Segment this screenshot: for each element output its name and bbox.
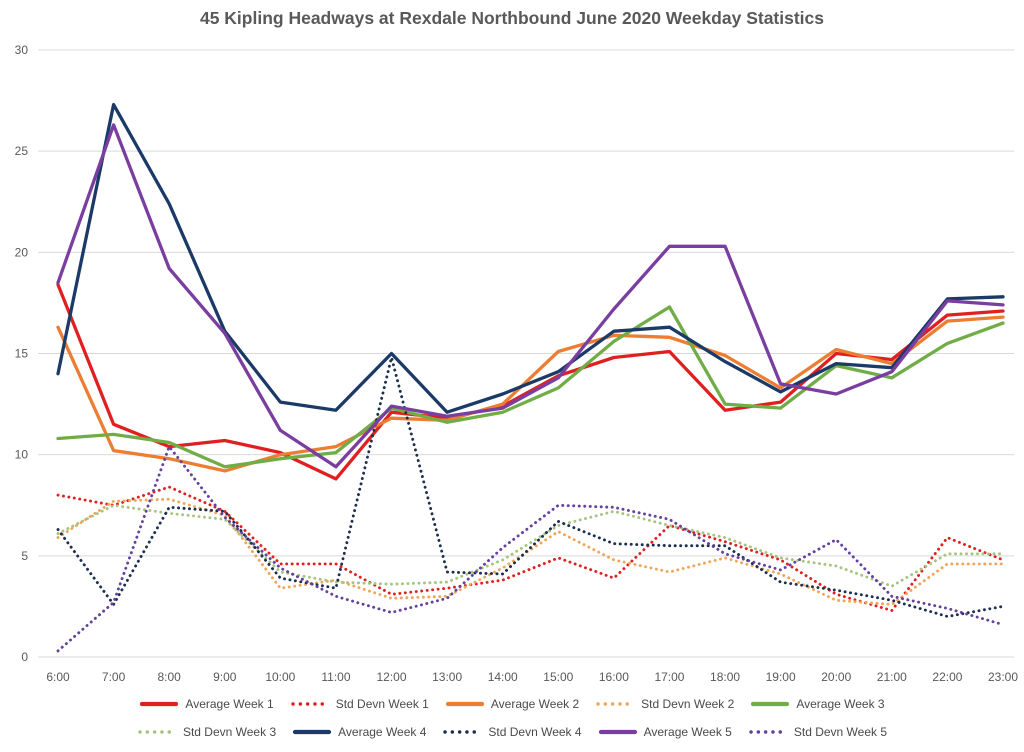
x-axis-tick-label: 20:00 [821, 670, 851, 684]
series-std-devn-week-2 [56, 497, 1005, 606]
solid-line-swatch-icon [140, 701, 179, 707]
series-average-week-4 [56, 102, 1005, 414]
x-axis-tick-label: 10:00 [265, 670, 295, 684]
series-std-devn-week-3 [56, 503, 1005, 588]
series-average-week-2 [56, 315, 1005, 473]
series-average-week-1 [56, 283, 1005, 481]
x-axis-tick-label: 13:00 [432, 670, 462, 684]
x-axis-tick-label: 17:00 [654, 670, 684, 684]
x-axis-tick-label: 11:00 [321, 670, 350, 684]
legend-label: Std Devn Week 2 [641, 697, 735, 711]
series-std-devn-week-1 [56, 485, 1005, 612]
x-axis-tick-label: 12:00 [377, 670, 407, 684]
y-axis-tick-label: 25 [15, 144, 29, 158]
plot-area: 0 5 10 15 20 25 30 6:00 7:00 8:00 9:00 10:00 11:00 12… [15, 43, 1019, 684]
dotted-line-swatch-icon [749, 730, 787, 734]
dotted-line-swatch-icon [290, 702, 329, 706]
legend-row-2: Std Devn Week 3 Average Week 4 Std Devn We… [0, 725, 1024, 739]
solid-line-swatch-icon [751, 701, 790, 707]
legend-label: Average Week 2 [490, 697, 580, 711]
legend-label: Average Week 1 [185, 697, 274, 711]
legend-row-1: Average Week 1 Std Devn Week 1 Average Wee… [0, 697, 1024, 711]
x-axis-tick-label: 9:00 [213, 670, 237, 684]
x-axis-tick-label: 15:00 [543, 670, 573, 684]
y-axis-tick-label: 0 [21, 650, 28, 664]
legend-item-average-week-3: Average Week 3 [750, 697, 885, 711]
y-axis-tick-label: 30 [15, 43, 29, 57]
legend-label: Average Week 3 [796, 697, 885, 711]
y-axis-tick-label: 20 [15, 245, 29, 259]
legend-item-average-week-4: Average Week 4 [292, 725, 426, 739]
chart-title: 45 Kipling Headways at Rexdale Northboun… [199, 8, 825, 28]
x-axis-tick-label: 7:00 [102, 670, 126, 684]
legend-label: Std Devn Week 3 [182, 725, 277, 739]
x-axis-tick-label: 22:00 [932, 670, 962, 684]
y-axis-tick-label: 15 [15, 347, 29, 361]
legend-label: Std Devn Week 5 [793, 725, 888, 739]
legend-item-std-devn-week-1: Std Devn Week 1 [290, 697, 429, 711]
x-axis-tick-label: 6:00 [46, 670, 70, 684]
legend-label: Average Week 5 [643, 725, 732, 739]
dotted-line-swatch-icon [138, 730, 176, 734]
dotted-line-swatch-icon [443, 730, 482, 734]
y-axis-tick-label: 10 [15, 448, 29, 462]
series-std-devn-week-4 [56, 356, 1005, 618]
legend-label: Average Week 4 [338, 725, 427, 739]
series-average-week-5 [56, 123, 1005, 469]
x-axis-tick-label: 19:00 [766, 670, 796, 684]
series-std-devn-week-5 [56, 445, 1005, 653]
legend-item-std-devn-week-5: Std Devn Week 5 [748, 725, 887, 739]
solid-line-swatch-icon [445, 701, 484, 707]
series-average-week-3 [56, 305, 1005, 469]
legend-item-average-week-1: Average Week 1 [139, 697, 274, 711]
dotted-line-swatch-icon [596, 702, 634, 706]
x-axis-tick-label: 23:00 [988, 670, 1018, 684]
legend-item-std-devn-week-4: Std Devn Week 4 [442, 725, 582, 739]
legend-item-std-devn-week-3: Std Devn Week 3 [137, 725, 276, 739]
legend-label: Std Devn Week 1 [335, 697, 429, 711]
legend-item-std-devn-week-2: Std Devn Week 2 [595, 697, 734, 711]
x-axis-tick-label: 8:00 [157, 670, 181, 684]
x-axis-tick-label: 16:00 [599, 670, 629, 684]
y-axis-tick-label: 5 [21, 549, 28, 563]
x-axis-tick-label: 18:00 [710, 670, 740, 684]
solid-line-swatch-icon [598, 729, 637, 735]
legend-label: Std Devn Week 4 [488, 725, 582, 739]
x-axis-tick-label: 21:00 [877, 670, 907, 684]
x-axis-tick-label: 14:00 [488, 670, 518, 684]
legend-item-average-week-2: Average Week 2 [445, 697, 579, 711]
legend-item-average-week-5: Average Week 5 [598, 725, 732, 739]
solid-line-swatch-icon [293, 729, 332, 735]
